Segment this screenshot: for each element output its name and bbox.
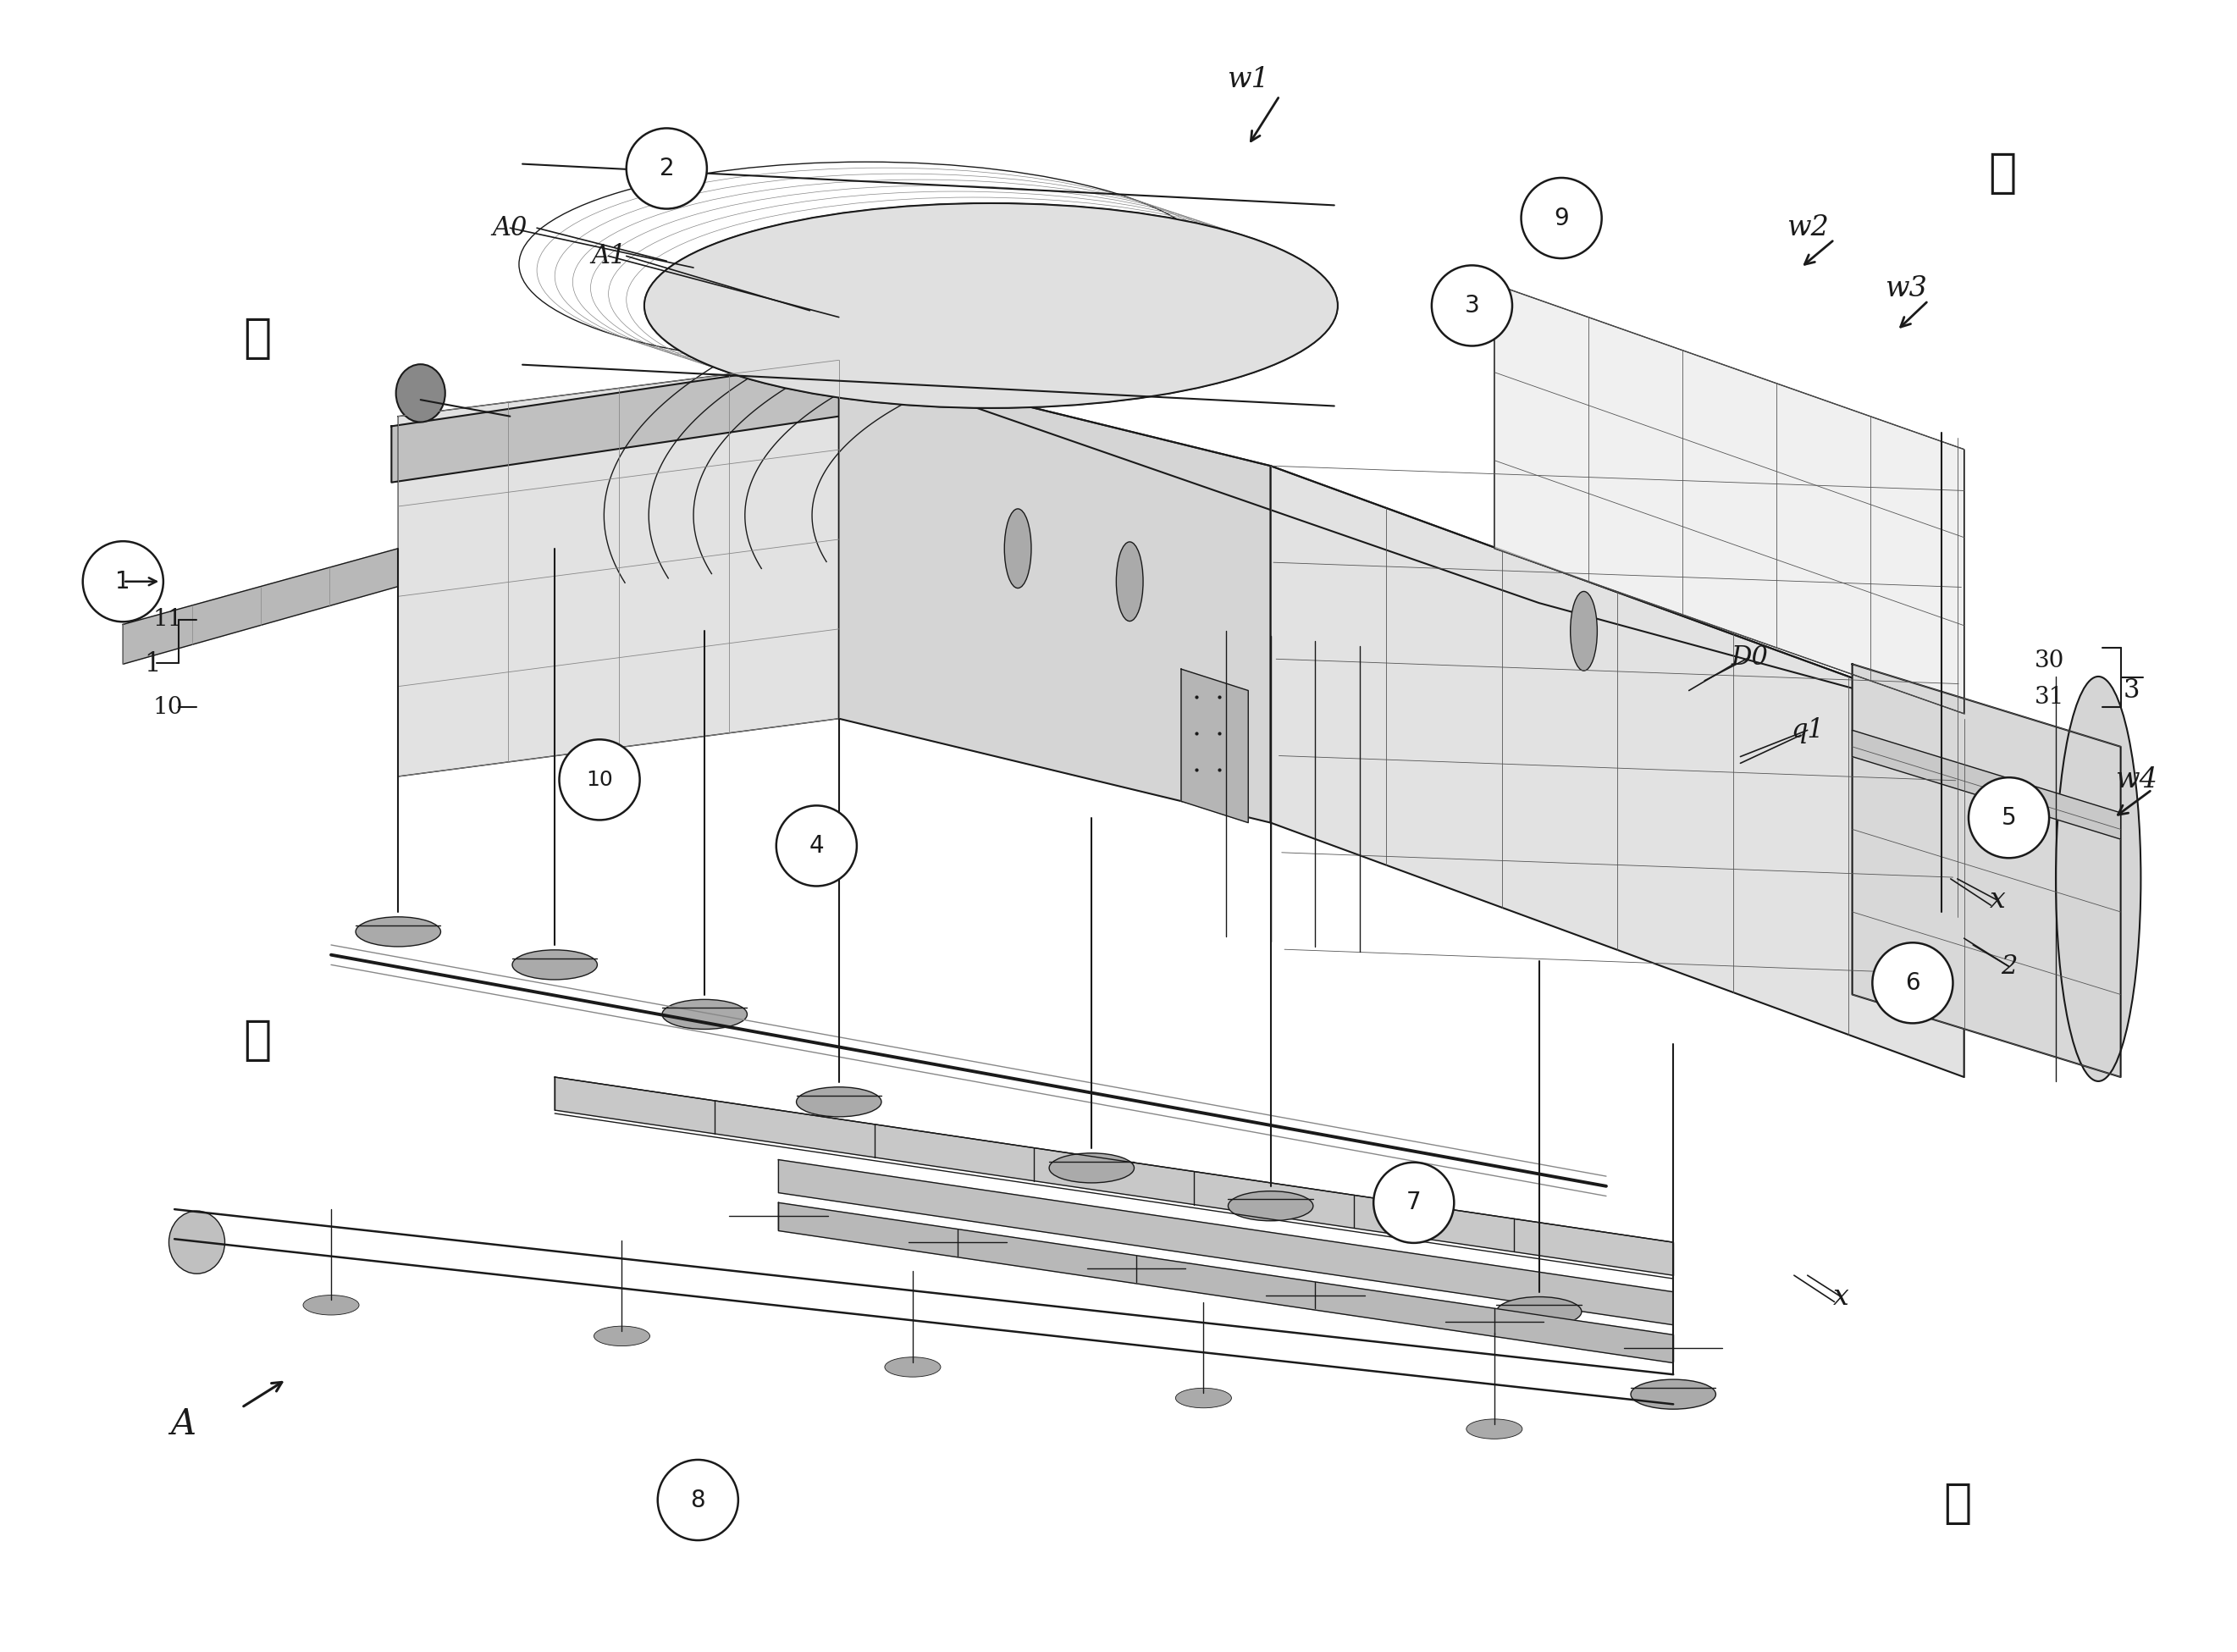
Text: A0: A0 [492,215,528,241]
Text: 11: 11 [152,608,183,631]
Text: 6: 6 [1906,971,1919,995]
Text: D0: D0 [1731,644,1767,671]
Ellipse shape [1969,778,2049,857]
Ellipse shape [168,1211,224,1274]
Text: q1: q1 [1792,717,1823,743]
Ellipse shape [1521,178,1602,258]
Ellipse shape [662,999,747,1029]
Polygon shape [1271,466,1964,1077]
Ellipse shape [1177,1388,1233,1408]
Text: A: A [170,1406,197,1442]
Polygon shape [123,548,398,664]
Ellipse shape [559,740,640,819]
Polygon shape [1181,669,1248,823]
Text: w1: w1 [1228,66,1268,93]
Text: 31: 31 [2033,686,2065,709]
Ellipse shape [1570,591,1597,671]
Text: 5: 5 [2002,806,2016,829]
Text: 8: 8 [691,1488,705,1512]
Text: A1: A1 [591,243,626,269]
Text: w4: w4 [2116,767,2156,793]
Text: 3: 3 [2123,677,2141,704]
Polygon shape [778,1203,1673,1363]
Ellipse shape [776,806,857,885]
Ellipse shape [83,542,163,621]
Text: 7: 7 [1407,1191,1420,1214]
Text: 30: 30 [2033,649,2065,672]
Text: 9: 9 [1555,206,1568,230]
Ellipse shape [1004,509,1031,588]
Polygon shape [391,360,839,482]
Text: 右: 右 [244,1018,271,1064]
Text: 3: 3 [1465,294,1479,317]
Ellipse shape [644,203,1338,408]
Text: x: x [1989,887,2007,914]
Ellipse shape [396,363,445,421]
Ellipse shape [1228,1191,1313,1221]
Ellipse shape [2056,677,2141,1080]
Ellipse shape [1497,1297,1582,1327]
Ellipse shape [595,1327,651,1346]
Polygon shape [839,360,1964,719]
Ellipse shape [1116,542,1143,621]
Ellipse shape [1467,1419,1521,1439]
Ellipse shape [796,1087,881,1117]
Ellipse shape [1049,1153,1134,1183]
Ellipse shape [626,129,707,208]
Ellipse shape [1872,943,1953,1023]
Ellipse shape [644,203,1338,408]
Polygon shape [839,360,1271,823]
Text: 前: 前 [1944,1480,1971,1526]
Text: w3: w3 [1886,276,1926,302]
Text: 10: 10 [152,695,183,719]
Ellipse shape [302,1295,358,1315]
Polygon shape [778,1160,1673,1325]
Polygon shape [398,360,839,776]
Text: x: x [1832,1284,1850,1310]
Polygon shape [1852,730,2121,839]
Ellipse shape [1631,1379,1716,1409]
Text: 后: 后 [244,316,271,362]
Ellipse shape [658,1460,738,1540]
Polygon shape [555,1077,1673,1275]
Text: w2: w2 [1787,215,1828,241]
Ellipse shape [1374,1163,1454,1242]
Text: 4: 4 [810,834,823,857]
Polygon shape [1852,664,2121,1077]
Ellipse shape [886,1356,942,1376]
Text: 左: 左 [1989,150,2016,197]
Text: 1: 1 [143,651,161,677]
Ellipse shape [1432,266,1512,345]
Polygon shape [1494,284,1964,714]
Text: 2: 2 [2000,953,2018,980]
Text: 1: 1 [116,570,130,593]
Text: 10: 10 [586,770,613,790]
Ellipse shape [512,950,597,980]
Ellipse shape [356,917,441,947]
Text: 2: 2 [660,157,673,180]
